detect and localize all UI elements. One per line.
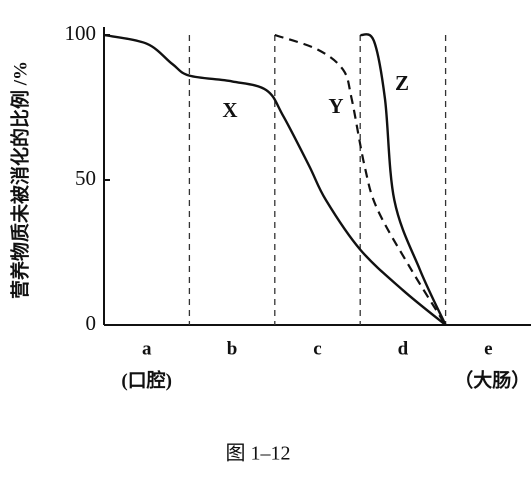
x-tick-label: e (484, 338, 492, 359)
x-tick-label: d (398, 338, 409, 359)
y-tick-label: 100 (65, 21, 97, 45)
line-series (103, 33, 447, 326)
x-tick-label: c (313, 338, 321, 359)
line-series (359, 33, 447, 326)
line-series (274, 33, 447, 326)
x-tick-label: b (227, 338, 238, 359)
x-tick-note: （大肠） (454, 368, 530, 391)
series-label: Y (328, 94, 343, 118)
chart-title: 图 1–12 (226, 443, 291, 465)
y-axis-label: 营养物质未被消化的比例 /% (8, 61, 31, 299)
x-tick-note: (口腔) (121, 368, 172, 391)
y-tick-label: 50 (75, 166, 96, 190)
x-tick-label: a (142, 338, 152, 359)
series-label: Z (395, 71, 409, 95)
y-tick-label: 0 (86, 311, 97, 335)
series-label: X (222, 98, 237, 122)
